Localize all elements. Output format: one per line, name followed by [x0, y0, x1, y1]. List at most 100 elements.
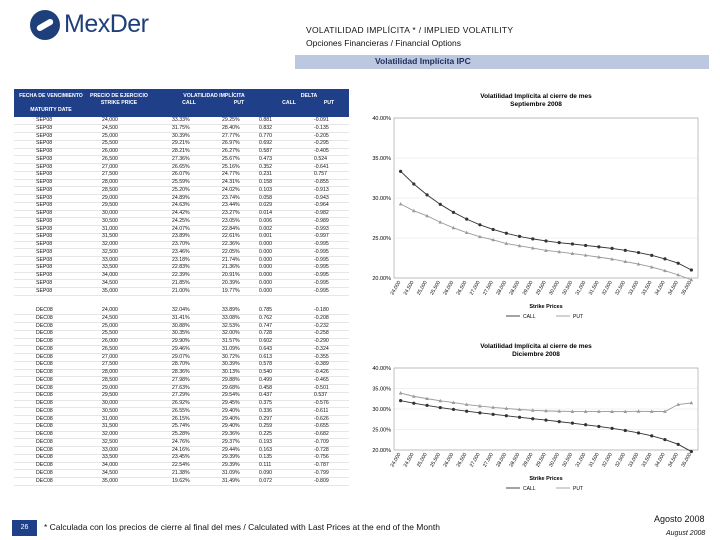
table-cell: -0.997	[314, 233, 329, 240]
legend-label: PUT	[573, 314, 583, 320]
table-row: SEP08 28,000 25.59% 24.31% 0.158 -0.855	[14, 179, 349, 188]
x-axis-label: Strike Prices	[529, 304, 562, 310]
table-cell: 25.74%	[172, 423, 190, 430]
table-cell: 27,000	[102, 353, 118, 360]
table-cell: -0.989	[314, 217, 329, 224]
table-cell: DEC08	[36, 353, 53, 360]
table-cell: 25,000	[102, 322, 118, 329]
x-tick-label: 34,000	[654, 280, 667, 296]
table-cell: -0.611	[314, 407, 329, 414]
table-cell: 23.44%	[222, 202, 240, 209]
table-cell: 0.103	[259, 186, 272, 193]
table-row: DEC08 31,500 25.74% 29.40% 0.259 -0.655	[14, 423, 349, 432]
table-row: SEP08 27,500 26.07% 24.77% 0.231 0.757	[14, 171, 349, 180]
table-cell: 26,500	[102, 345, 118, 352]
table-cell: 20.39%	[222, 279, 240, 286]
table-row: DEC08 26,500 29.46% 31.09% 0.643 -0.324	[14, 345, 349, 355]
header-vol-put: PUT	[233, 100, 245, 106]
data-point	[438, 405, 442, 410]
table-cell: 0.643	[259, 345, 272, 352]
data-point	[504, 406, 509, 410]
table-cell: 26.55%	[172, 407, 190, 414]
table-cell: DEC08	[36, 307, 53, 313]
page-subtitle: Opciones Financieras / Financial Options	[306, 38, 461, 48]
table-row: SEP08 31,500 23.89% 22.61% 0.001 -0.997	[14, 233, 349, 242]
table-cell: 25.67%	[222, 155, 240, 162]
table-cell: -0.995	[314, 248, 329, 255]
data-point	[478, 234, 482, 239]
x-axis-label: Strike Prices	[529, 476, 562, 482]
table-cell: -0.290	[314, 338, 329, 344]
table-cell: SEP08	[36, 233, 53, 240]
data-point	[544, 248, 548, 252]
table-cell: 0.602	[259, 338, 272, 344]
table-cell: 26,000	[102, 148, 118, 154]
table-row: DEC08 29,000 27.63% 29.68% 0.458 -0.501	[14, 385, 349, 393]
table-cell: DEC08	[36, 477, 53, 484]
data-point	[570, 421, 575, 425]
table-cell: 22.39%	[172, 272, 190, 278]
table-cell: 33,500	[102, 264, 118, 271]
table-cell: 0.001	[259, 233, 272, 240]
table-cell: 0.000	[259, 272, 272, 278]
table-cell: 0.000	[259, 256, 272, 263]
table-cell: 23.05%	[222, 217, 240, 224]
table-cell: 22.83%	[172, 264, 190, 271]
table-cell: 25.20%	[172, 186, 190, 193]
data-point	[504, 231, 508, 235]
x-tick-label: 25,500	[429, 280, 442, 296]
y-tick-label: 35.00%	[372, 387, 391, 393]
table-cell: 29.44%	[222, 446, 240, 453]
data-point	[557, 409, 562, 413]
table-cell: 27,500	[102, 171, 118, 178]
table-cell: 0.578	[259, 361, 272, 368]
table-cell: 24.31%	[222, 179, 240, 185]
table-cell: -0.355	[314, 353, 329, 360]
table-cell: 29.25%	[222, 117, 240, 123]
x-tick-label: 34,500	[667, 280, 680, 296]
table-cell: 0.540	[259, 369, 272, 375]
data-point	[676, 402, 680, 406]
table-row: SEP08 30,000 24.42% 23.27% 0.014 -0.982	[14, 210, 349, 219]
table-cell: 22.54%	[172, 462, 190, 468]
table-cell: SEP08	[36, 248, 53, 255]
table-cell: 29,500	[102, 202, 118, 209]
data-point	[663, 437, 667, 442]
table-cell: 23.74%	[222, 194, 240, 201]
y-tick-label: 35.00%	[372, 156, 391, 162]
x-tick-label: 32,000	[601, 280, 614, 296]
table-cell: 20.91%	[222, 272, 240, 278]
table-cell: SEP08	[36, 264, 53, 271]
table-cell: 0.072	[259, 477, 272, 484]
table-cell: -0.091	[314, 117, 329, 123]
data-point	[610, 246, 614, 250]
table-cell: -0.405	[314, 148, 329, 154]
table-row: DEC08 24,000 32.04% 33.89% 0.785 -0.180	[14, 307, 349, 316]
table-cell: 30,500	[102, 407, 118, 414]
table-cell: 30,500	[102, 217, 118, 224]
data-point	[650, 253, 654, 257]
table-row: SEP08 34,000 22.39% 20.91% 0.000 -0.995	[14, 272, 349, 281]
table-cell: 34,500	[102, 279, 118, 286]
data-point	[689, 400, 694, 405]
table-cell: 30,000	[102, 400, 118, 406]
table-cell: 30.72%	[222, 353, 240, 360]
table-cell: -0.995	[314, 241, 329, 247]
table-cell: 26.65%	[172, 163, 190, 170]
table-cell: 24,500	[102, 314, 118, 321]
table-cell: DEC08	[36, 438, 53, 445]
table-cell: 0.000	[259, 264, 272, 271]
x-tick-label: 32,500	[614, 452, 627, 468]
table-cell: -0.855	[314, 179, 329, 185]
table-cell: SEP08	[36, 186, 53, 193]
data-point	[399, 169, 403, 173]
data-point	[650, 434, 654, 438]
data-point	[464, 402, 469, 406]
table-cell: 31.57%	[222, 338, 240, 344]
table-cell: 0.537	[314, 392, 327, 399]
table-cell: 0.881	[259, 117, 272, 123]
x-tick-label: 33,500	[641, 280, 654, 296]
data-point	[597, 255, 601, 259]
x-tick-label: 31,500	[588, 452, 601, 468]
x-tick-label: 30,500	[561, 280, 574, 296]
